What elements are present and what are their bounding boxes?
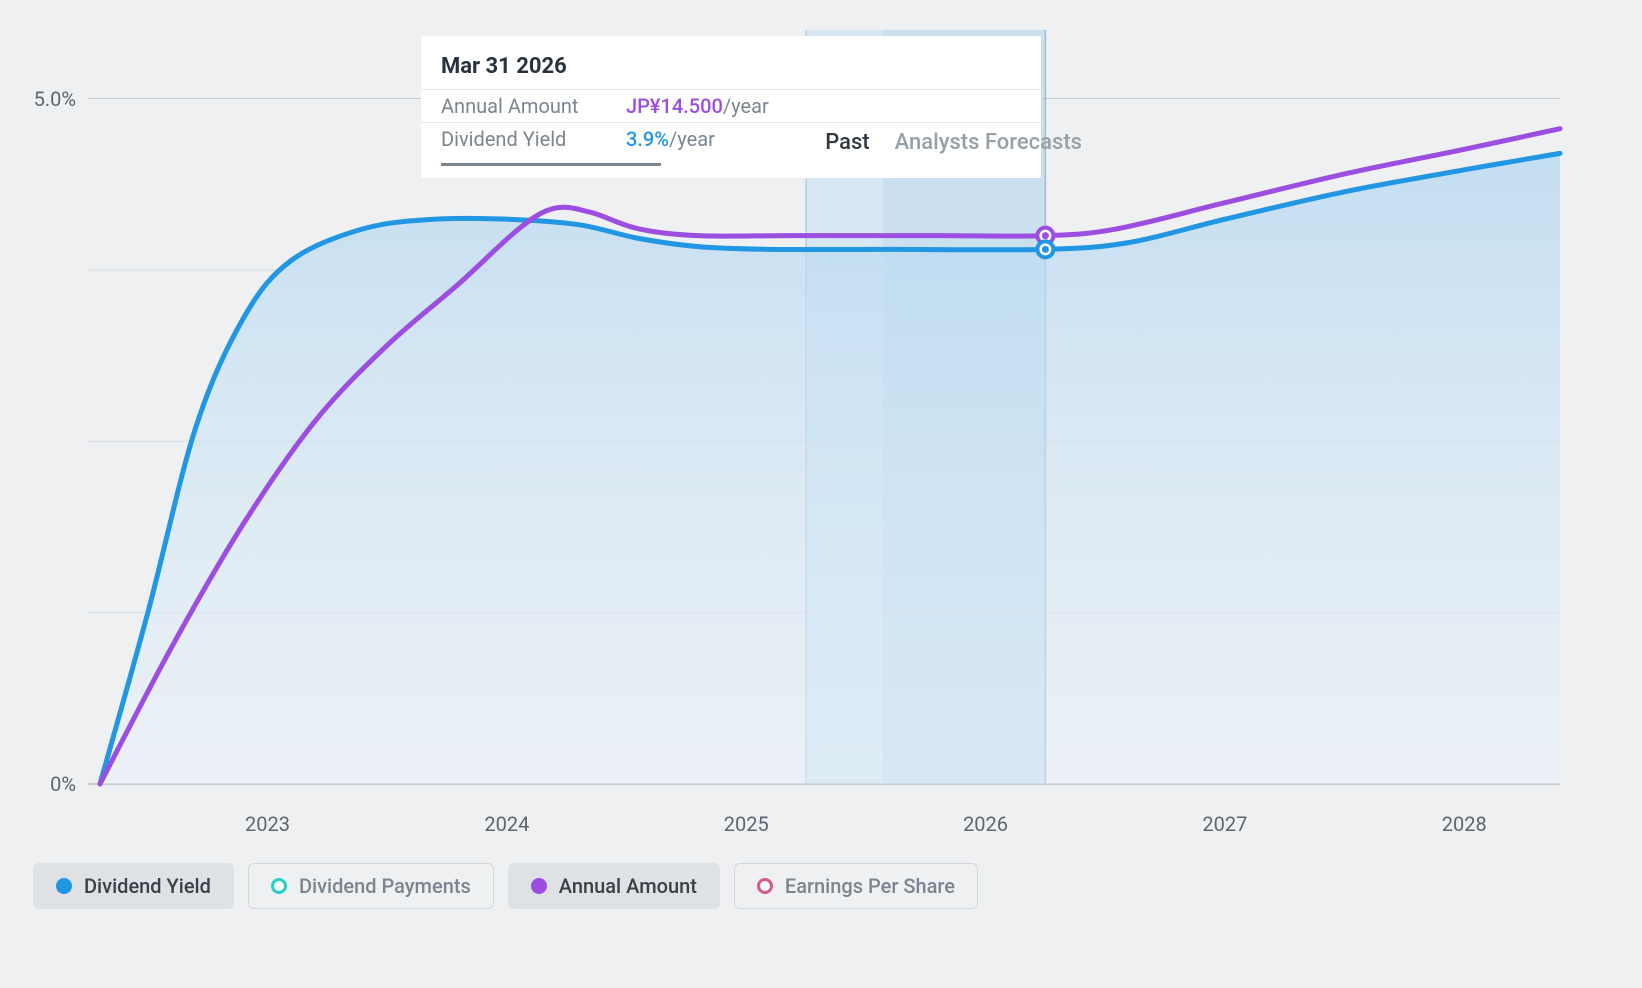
legend-item-label: Dividend Payments: [299, 874, 471, 898]
x-axis-tick: 2027: [1202, 812, 1247, 836]
x-axis-tick: 2028: [1442, 812, 1487, 836]
legend-item-dividend-payments[interactable]: Dividend Payments: [248, 863, 494, 909]
legend: Dividend Yield Dividend Payments Annual Am…: [33, 863, 978, 909]
region-label-past: Past: [825, 130, 869, 155]
tooltip-row-label: Annual Amount: [441, 94, 626, 118]
dividend-chart: Mar 31 2026 Annual AmountJP¥14.500/yearD…: [0, 0, 1642, 988]
legend-item-earnings-per-share[interactable]: Earnings Per Share: [734, 863, 978, 909]
legend-item-annual-amount[interactable]: Annual Amount: [508, 863, 720, 909]
tooltip-row-value: JP¥14.500/year: [626, 94, 769, 118]
tooltip-row-label: Dividend Yield: [441, 127, 626, 151]
tooltip-divider: [441, 163, 661, 166]
legend-item-label: Annual Amount: [559, 874, 697, 898]
legend-dot-icon: [531, 878, 547, 894]
x-axis-tick: 2023: [245, 812, 290, 836]
tooltip-row-value: 3.9%/year: [626, 127, 715, 151]
legend-dot-icon: [757, 878, 773, 894]
tooltip-title: Mar 31 2026: [421, 42, 1041, 89]
legend-dot-icon: [56, 878, 72, 894]
x-axis-tick: 2026: [963, 812, 1008, 836]
y-axis-tick: 5.0%: [34, 87, 76, 111]
legend-dot-icon: [271, 878, 287, 894]
chart-tooltip: Mar 31 2026 Annual AmountJP¥14.500/yearD…: [421, 36, 1041, 178]
legend-item-label: Earnings Per Share: [785, 874, 955, 898]
tooltip-row: Annual AmountJP¥14.500/year: [421, 89, 1041, 122]
x-axis-tick: 2025: [724, 812, 769, 836]
legend-item-label: Dividend Yield: [84, 874, 211, 898]
legend-item-dividend-yield[interactable]: Dividend Yield: [33, 863, 234, 909]
region-label-forecast: Analysts Forecasts: [895, 130, 1082, 155]
x-axis-tick: 2024: [484, 812, 529, 836]
y-axis-tick: 0%: [50, 772, 76, 796]
